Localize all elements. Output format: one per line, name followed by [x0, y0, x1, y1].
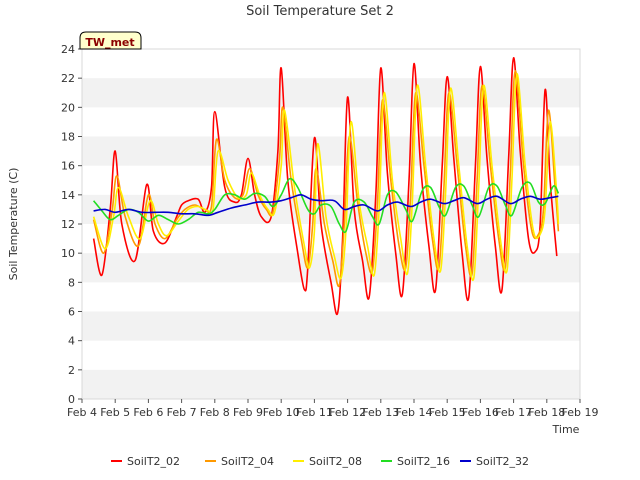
legend-label: SoilT2_04	[221, 455, 274, 468]
y-tick-label: 18	[61, 131, 75, 144]
y-tick-label: 6	[68, 306, 75, 319]
x-tick-label: Feb 14	[396, 406, 433, 419]
x-tick-label: Feb 6	[133, 406, 163, 419]
x-tick-label: Feb 8	[200, 406, 230, 419]
legend-label: SoilT2_32	[476, 455, 529, 468]
y-tick-label: 22	[61, 72, 75, 85]
series-line-soilt2_16	[92, 177, 560, 234]
y-tick-label: 24	[61, 43, 75, 56]
x-tick-label: Feb 18	[528, 406, 565, 419]
y-axis-label: Soil Temperature (C)	[7, 168, 20, 281]
x-axis-ticks: Feb 4 Feb 5 Feb 6 Feb 7 Feb 8 Feb 9 Feb 10Feb …	[67, 399, 598, 419]
band-16-18	[82, 136, 580, 166]
series-layer	[92, 56, 560, 316]
x-tick-label: Feb 5	[100, 406, 130, 419]
x-tick-label: Feb 19	[562, 406, 599, 419]
chart-title: Soil Temperature Set 2	[246, 4, 394, 19]
y-tick-label: 4	[68, 335, 75, 348]
y-tick-label: 16	[61, 160, 75, 173]
legend-label: SoilT2_02	[127, 455, 180, 468]
y-tick-label: 14	[61, 189, 75, 202]
station-badge-label: TW_met	[85, 36, 134, 49]
y-tick-label: 8	[68, 276, 75, 289]
station-badge: TW_met	[79, 31, 142, 50]
y-tick-label: 2	[68, 364, 75, 377]
x-axis-label: Time	[552, 423, 580, 436]
legend-label: SoilT2_08	[309, 455, 362, 468]
x-tick-label: Feb 12	[329, 406, 366, 419]
x-tick-label: Feb 17	[495, 406, 532, 419]
y-tick-label: 20	[61, 101, 75, 114]
legend-label: SoilT2_16	[397, 455, 450, 468]
band-20-22	[82, 78, 580, 108]
y-tick-label: 10	[61, 247, 75, 260]
y-tick-label: 12	[61, 218, 75, 231]
y-tick-label: 0	[68, 393, 75, 406]
series-line-soilt2_02	[92, 56, 558, 316]
x-tick-label: Feb 16	[462, 406, 499, 419]
x-tick-label: Feb 15	[429, 406, 466, 419]
x-tick-label: Feb 7	[167, 406, 197, 419]
x-tick-label: Feb 4	[67, 406, 97, 419]
band-4-6	[82, 311, 580, 341]
band-0-2	[82, 369, 580, 399]
x-tick-label: Feb 10	[263, 406, 300, 419]
x-tick-label: Feb 9	[233, 406, 263, 419]
x-tick-label: Feb 11	[296, 406, 333, 419]
x-tick-label: Feb 13	[362, 406, 399, 419]
series-line-soilt2_08	[92, 72, 560, 281]
legend: SoilT2_02 SoilT2_04 SoilT2_08 SoilT2_16 Soil…	[111, 455, 529, 468]
series-line-soilt2_32	[93, 193, 559, 217]
